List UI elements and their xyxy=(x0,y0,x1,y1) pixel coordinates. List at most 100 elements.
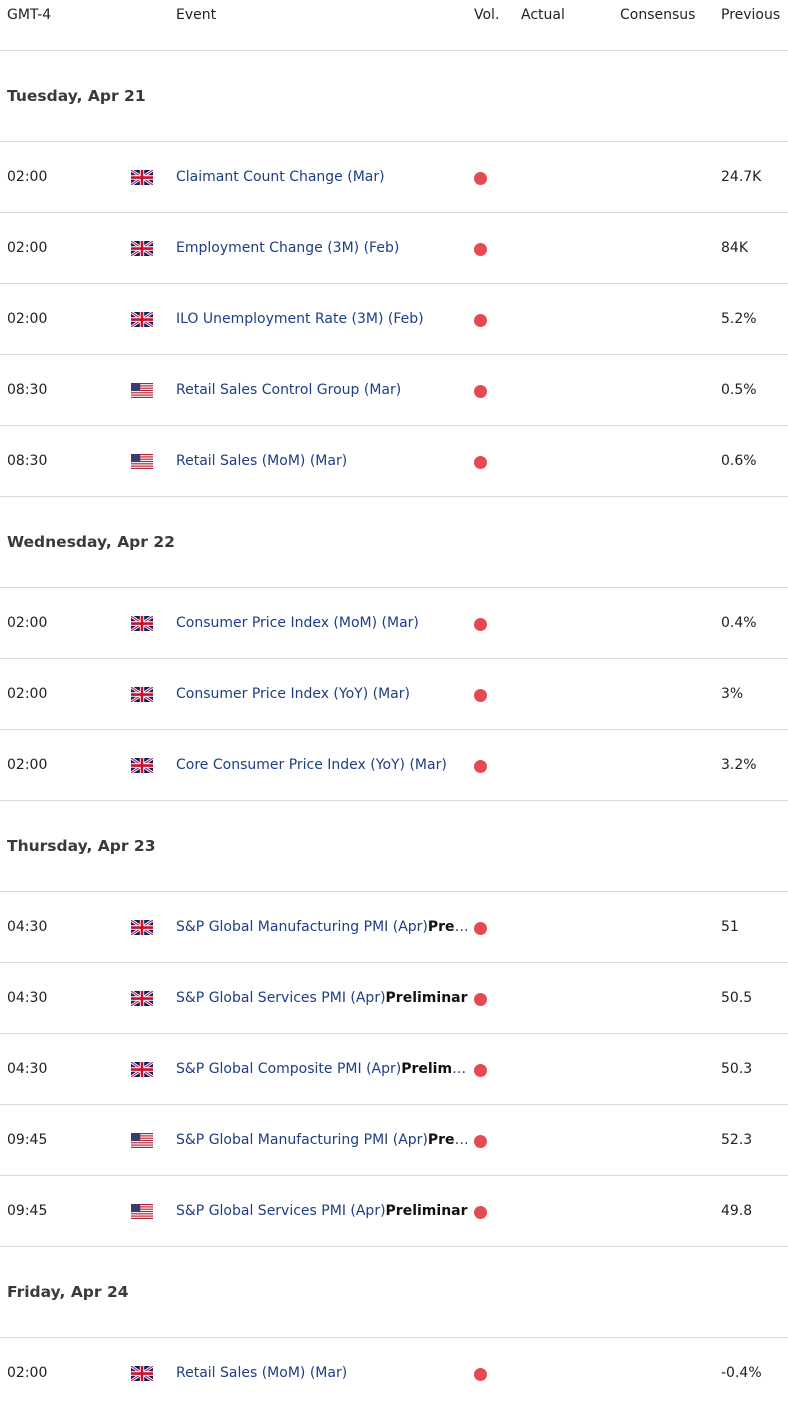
event-preliminary-label: Preliminar xyxy=(401,1061,470,1077)
event-previous-value: 84K xyxy=(721,240,748,256)
volatility-high-icon xyxy=(474,385,487,398)
event-name-link[interactable]: Retail Sales (MoM) (Mar) xyxy=(176,453,470,469)
volatility-high-icon xyxy=(474,922,487,935)
event-name: S&P Global Services PMI (Apr) xyxy=(176,990,386,1006)
day-header: Tuesday, Apr 21 xyxy=(0,51,788,142)
volatility-high-icon xyxy=(474,1206,487,1219)
event-name-link[interactable]: S&P Global Services PMI (Apr)Preliminar xyxy=(176,1203,470,1219)
event-row[interactable]: 02:00 Consumer Price Index (YoY) (Mar) 3% xyxy=(0,659,788,730)
event-previous-value: 24.7K xyxy=(721,169,762,185)
volatility-high-icon xyxy=(474,1135,487,1148)
header-volatility: Vol. xyxy=(474,7,500,23)
event-previous-value: 0.5% xyxy=(721,382,757,398)
event-row[interactable]: 04:30 S&P Global Composite PMI (Apr)Prel… xyxy=(0,1034,788,1105)
event-name: ILO Unemployment Rate (3M) (Feb) xyxy=(176,311,424,327)
us-flag-icon xyxy=(131,1204,153,1219)
event-row[interactable]: 04:30 S&P Global Services PMI (Apr)Preli… xyxy=(0,963,788,1034)
event-preliminary-label: Preliminar xyxy=(427,1132,470,1148)
volatility-high-icon xyxy=(474,172,487,185)
event-name: S&P Global Composite PMI (Apr) xyxy=(176,1061,402,1077)
event-time: 08:30 xyxy=(7,453,48,469)
event-row[interactable]: 08:30 Retail Sales (MoM) (Mar) 0.6% xyxy=(0,426,788,497)
header-consensus: Consensus xyxy=(620,7,696,23)
volatility-high-icon xyxy=(474,243,487,256)
event-name-link[interactable]: S&P Global Manufacturing PMI (Apr)Prelim… xyxy=(176,919,470,935)
day-header: Wednesday, Apr 22 xyxy=(0,497,788,588)
event-previous-value: 50.5 xyxy=(721,990,753,1006)
header-event: Event xyxy=(176,7,217,23)
event-time: 04:30 xyxy=(7,1061,48,1077)
event-row[interactable]: 02:00 Consumer Price Index (MoM) (Mar) 0.… xyxy=(0,588,788,659)
uk-flag-icon xyxy=(130,756,154,775)
event-name: S&P Global Services PMI (Apr) xyxy=(176,1203,386,1219)
event-name-link[interactable]: Retail Sales (MoM) (Mar) xyxy=(176,1365,470,1381)
event-name: Employment Change (3M) (Feb) xyxy=(176,240,400,256)
uk-flag-icon xyxy=(130,168,154,187)
event-time: 02:00 xyxy=(7,615,48,631)
event-row[interactable]: 02:00 Core Consumer Price Index (YoY) (M… xyxy=(0,730,788,801)
event-previous-value: 52.3 xyxy=(721,1132,753,1148)
event-time: 02:00 xyxy=(7,169,48,185)
event-name: S&P Global Manufacturing PMI (Apr) xyxy=(176,1132,428,1148)
event-time: 02:00 xyxy=(7,1365,48,1381)
calendar-body: Tuesday, Apr 21 02:00 Claimant Count Chan… xyxy=(0,51,788,1408)
event-name-link[interactable]: Retail Sales Control Group (Mar) xyxy=(176,382,470,398)
event-previous-value: 50.3 xyxy=(721,1061,753,1077)
event-name: Consumer Price Index (YoY) (Mar) xyxy=(176,686,410,702)
event-name: Retail Sales (MoM) (Mar) xyxy=(176,1365,348,1381)
event-previous-value: 51 xyxy=(721,919,739,935)
us-flag-icon xyxy=(131,1133,153,1148)
event-time: 09:45 xyxy=(7,1203,48,1219)
event-name-link[interactable]: ILO Unemployment Rate (3M) (Feb) xyxy=(176,311,470,327)
event-name-link[interactable]: Consumer Price Index (MoM) (Mar) xyxy=(176,615,470,631)
header-previous: Previous xyxy=(721,7,781,23)
volatility-high-icon xyxy=(474,1064,487,1077)
volatility-high-icon xyxy=(474,993,487,1006)
event-previous-value: 3% xyxy=(721,686,744,702)
us-flag-icon xyxy=(131,383,153,398)
event-preliminary-label: Preliminar xyxy=(427,919,470,935)
event-time: 02:00 xyxy=(7,686,48,702)
us-flag-icon xyxy=(131,454,153,469)
event-previous-value: 5.2% xyxy=(721,311,757,327)
event-previous-value: 0.6% xyxy=(721,453,757,469)
uk-flag-icon xyxy=(130,989,154,1008)
day-header: Thursday, Apr 23 xyxy=(0,801,788,892)
event-time: 02:00 xyxy=(7,757,48,773)
event-previous-value: 49.8 xyxy=(721,1203,753,1219)
event-time: 04:30 xyxy=(7,990,48,1006)
event-name-link[interactable]: S&P Global Services PMI (Apr)Preliminar xyxy=(176,990,470,1006)
day-label: Wednesday, Apr 22 xyxy=(7,533,175,551)
event-name-link[interactable]: Employment Change (3M) (Feb) xyxy=(176,240,470,256)
event-name-link[interactable]: Core Consumer Price Index (YoY) (Mar) xyxy=(176,757,470,773)
uk-flag-icon xyxy=(130,1364,154,1383)
volatility-high-icon xyxy=(474,1368,487,1381)
event-name-link[interactable]: S&P Global Manufacturing PMI (Apr)Prelim… xyxy=(176,1132,470,1148)
event-row[interactable]: 02:00 Retail Sales (MoM) (Mar) -0.4% xyxy=(0,1338,788,1408)
uk-flag-icon xyxy=(130,614,154,633)
event-name-link[interactable]: Consumer Price Index (YoY) (Mar) xyxy=(176,686,470,702)
header-timezone[interactable]: GMT-4 xyxy=(7,7,52,23)
event-row[interactable]: 09:45 S&P Global Manufacturing PMI (Apr)… xyxy=(0,1105,788,1176)
event-time: 02:00 xyxy=(7,311,48,327)
uk-flag-icon xyxy=(130,685,154,704)
event-time: 08:30 xyxy=(7,382,48,398)
event-row[interactable]: 02:00 Claimant Count Change (Mar) 24.7K xyxy=(0,142,788,213)
volatility-high-icon xyxy=(474,760,487,773)
event-row[interactable]: 04:30 S&P Global Manufacturing PMI (Apr)… xyxy=(0,892,788,963)
calendar-header: GMT-4 Event Vol. Actual Consensus Previo… xyxy=(0,0,788,51)
uk-flag-icon xyxy=(130,1060,154,1079)
event-time: 02:00 xyxy=(7,240,48,256)
event-time: 09:45 xyxy=(7,1132,48,1148)
volatility-high-icon xyxy=(474,689,487,702)
event-row[interactable]: 02:00 Employment Change (3M) (Feb) 84K xyxy=(0,213,788,284)
event-name-link[interactable]: S&P Global Composite PMI (Apr)Preliminar xyxy=(176,1061,470,1077)
event-row[interactable]: 08:30 Retail Sales Control Group (Mar) 0.… xyxy=(0,355,788,426)
header-actual: Actual xyxy=(521,7,565,23)
event-name: Core Consumer Price Index (YoY) (Mar) xyxy=(176,757,447,773)
event-name-link[interactable]: Claimant Count Change (Mar) xyxy=(176,169,470,185)
event-row[interactable]: 09:45 S&P Global Services PMI (Apr)Preli… xyxy=(0,1176,788,1247)
event-preliminary-label: Preliminar xyxy=(385,1203,468,1219)
event-row[interactable]: 02:00 ILO Unemployment Rate (3M) (Feb) 5.… xyxy=(0,284,788,355)
